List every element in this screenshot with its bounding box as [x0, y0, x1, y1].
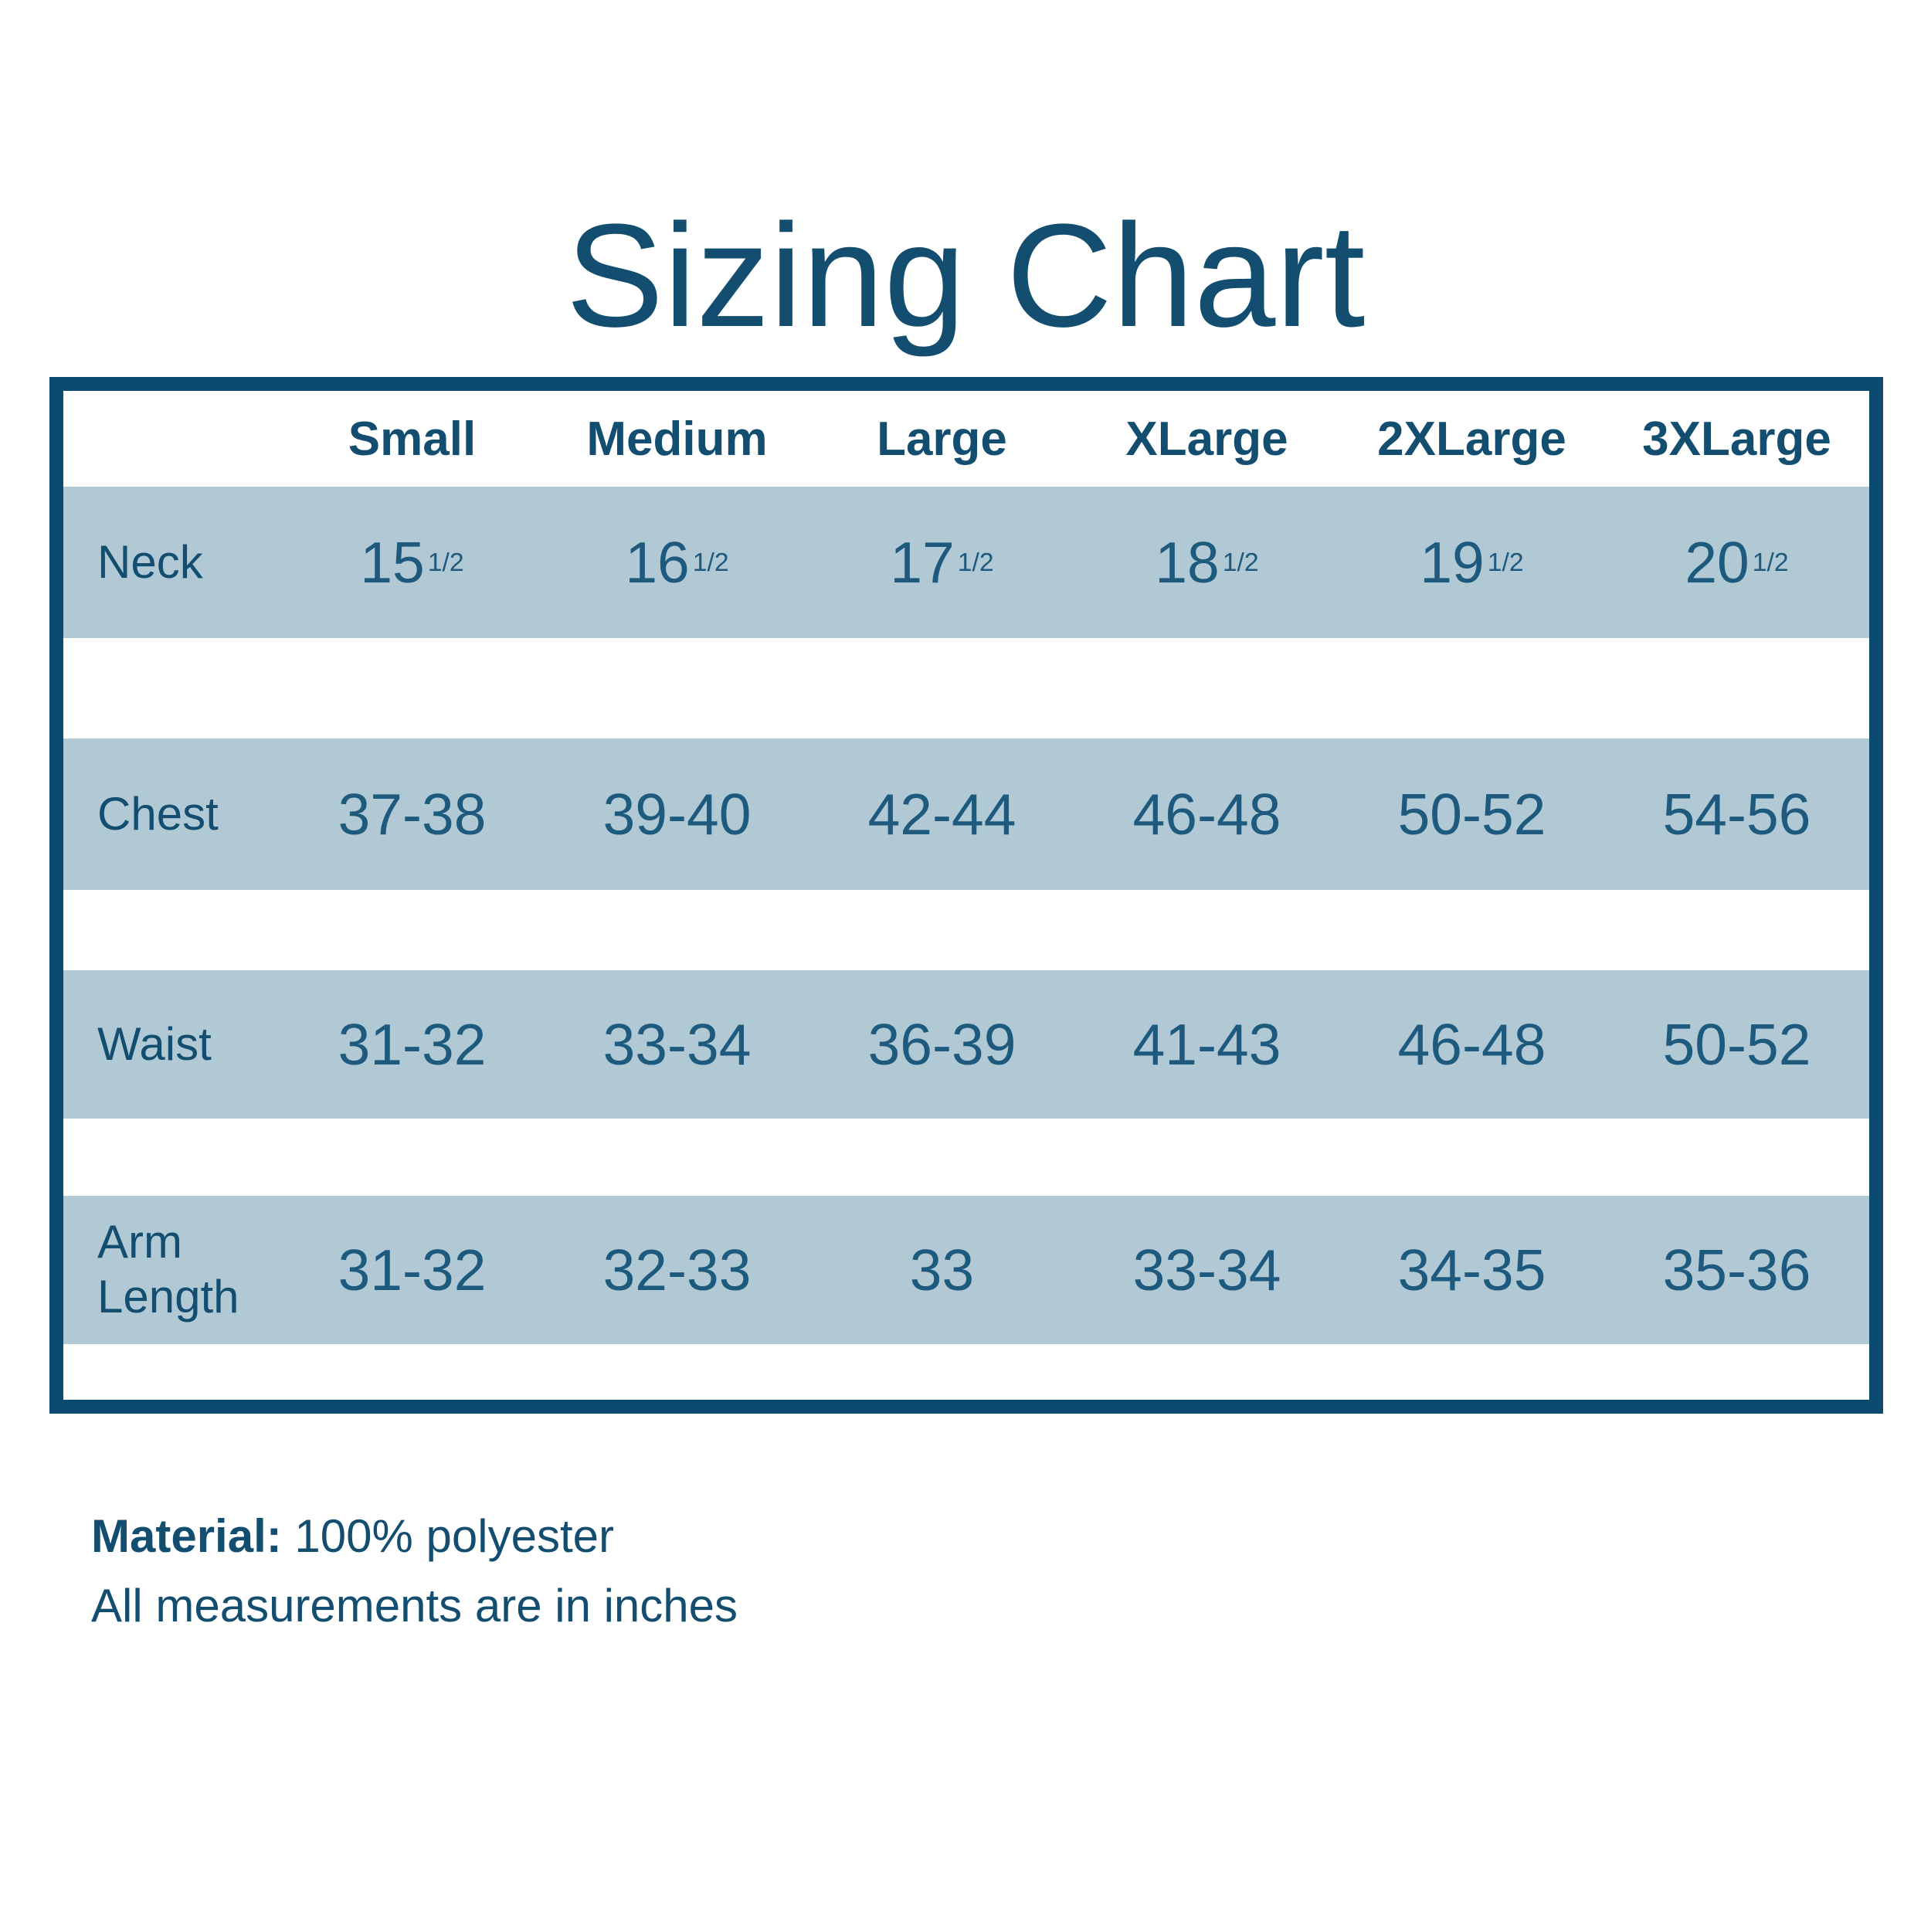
- measurements-note: All measurements are in inches: [91, 1580, 738, 1632]
- sizing-table: Small Medium Large XLarge 2XLarge 3XLarge Nec…: [49, 377, 1883, 1414]
- size-cell: 50-52: [1662, 1012, 1811, 1077]
- size-whole-number: 17: [890, 530, 955, 595]
- material-value: 100% polyester: [294, 1510, 615, 1562]
- size-cell: 31-32: [338, 1238, 487, 1302]
- size-cell: 39-40: [602, 782, 752, 847]
- size-cell: 41-43: [1132, 1012, 1281, 1077]
- header-corner-cell: [63, 391, 280, 487]
- size-cell: 18 1/2: [1155, 530, 1259, 595]
- size-cell: 33-34: [1132, 1238, 1281, 1302]
- size-cell: 34-35: [1397, 1238, 1546, 1302]
- row-label: Neck: [97, 535, 203, 588]
- table-header-row: Small Medium Large XLarge 2XLarge 3XLarge: [63, 391, 1869, 487]
- column-header-small: Small: [348, 412, 477, 466]
- size-cell: 35-36: [1662, 1238, 1811, 1302]
- size-cell: 15 1/2: [360, 530, 464, 595]
- table-row-waist: Waist 31-32 33-34 36-39 41-43 46-48 50-52: [63, 970, 1869, 1119]
- column-header-large: Large: [877, 412, 1007, 466]
- row-spacer: [63, 890, 1869, 970]
- size-cell: 50-52: [1397, 782, 1546, 847]
- row-spacer: [63, 638, 1869, 739]
- size-cell: 36-39: [867, 1012, 1016, 1077]
- size-whole-number: 19: [1420, 530, 1485, 595]
- size-whole-number: 15: [360, 530, 425, 595]
- size-cell: 33: [909, 1238, 975, 1302]
- row-label: Arm Length: [97, 1216, 239, 1323]
- size-cell: 46-48: [1132, 782, 1281, 847]
- size-cell: 42-44: [867, 782, 1016, 847]
- size-cell: 31-32: [338, 1012, 487, 1077]
- size-whole-number: 16: [625, 530, 690, 595]
- size-cell: 33-34: [602, 1012, 752, 1077]
- size-cell: 37-38: [338, 782, 487, 847]
- column-header-xlarge: XLarge: [1125, 412, 1288, 466]
- footer-notes: Material: 100% polyester All measurement…: [91, 1502, 738, 1641]
- row-spacer: [63, 1119, 1869, 1196]
- size-cell: 54-56: [1662, 782, 1811, 847]
- size-whole-number: 20: [1685, 530, 1749, 595]
- table-row-arm-length: Arm Length 31-32 32-33 33 33-34 34-35 35-36: [63, 1196, 1869, 1344]
- row-label: Waist: [97, 1017, 212, 1070]
- table-bottom-padding: [63, 1344, 1869, 1400]
- column-header-2xlarge: 2XLarge: [1377, 412, 1566, 466]
- column-header-medium: Medium: [586, 412, 768, 466]
- size-cell: 46-48: [1397, 1012, 1546, 1077]
- column-header-3xlarge: 3XLarge: [1642, 412, 1831, 466]
- material-label: Material:: [91, 1510, 282, 1562]
- table-row-neck: Neck 15 1/2 16 1/2 17 1/2 18 1/2 19 1/2 20 1/2: [63, 487, 1869, 638]
- size-cell: 32-33: [602, 1238, 752, 1302]
- size-cell: 20 1/2: [1685, 530, 1789, 595]
- size-cell: 17 1/2: [890, 530, 994, 595]
- table-row-chest: Chest 37-38 39-40 42-44 46-48 50-52 54-56: [63, 739, 1869, 890]
- material-line: Material: 100% polyester: [91, 1502, 738, 1571]
- size-cell: 16 1/2: [625, 530, 729, 595]
- row-label: Chest: [97, 787, 219, 840]
- size-cell: 19 1/2: [1420, 530, 1524, 595]
- page-title: Sizing Chart: [565, 194, 1366, 358]
- size-whole-number: 18: [1155, 530, 1220, 595]
